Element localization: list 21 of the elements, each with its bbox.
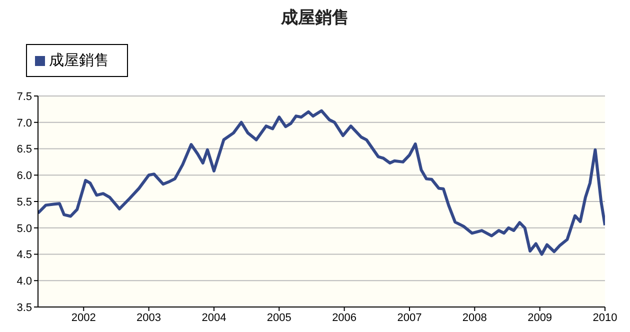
y-tick-label: 4.0 (16, 276, 32, 288)
y-tick-label: 3.5 (16, 302, 32, 314)
x-tick-label: 2008 (462, 312, 487, 324)
y-tick-label: 7.5 (16, 90, 32, 103)
y-tick-label: 7.0 (16, 117, 32, 130)
x-tick-label: 2010 (592, 312, 618, 324)
x-tick-label: 2004 (202, 312, 226, 324)
y-tick-label: 6.0 (16, 170, 32, 182)
y-tick-label: 4.5 (16, 249, 32, 262)
x-tick-label: 2007 (397, 312, 422, 324)
y-tick-label: 5.0 (16, 222, 32, 235)
x-tick-label: 2009 (528, 312, 552, 324)
y-tick-label: 6.5 (16, 144, 32, 156)
x-tick-label: 2006 (332, 312, 357, 324)
chart-title: 成屋銷售 (280, 7, 350, 29)
x-tick-label: 2003 (136, 312, 162, 324)
y-tick-label: 5.5 (16, 196, 32, 208)
line-series (38, 109, 605, 256)
legend-label: 成屋銷售 (49, 52, 109, 69)
x-tick-label: 2002 (71, 312, 96, 324)
x-tick-label: 2005 (266, 312, 292, 324)
